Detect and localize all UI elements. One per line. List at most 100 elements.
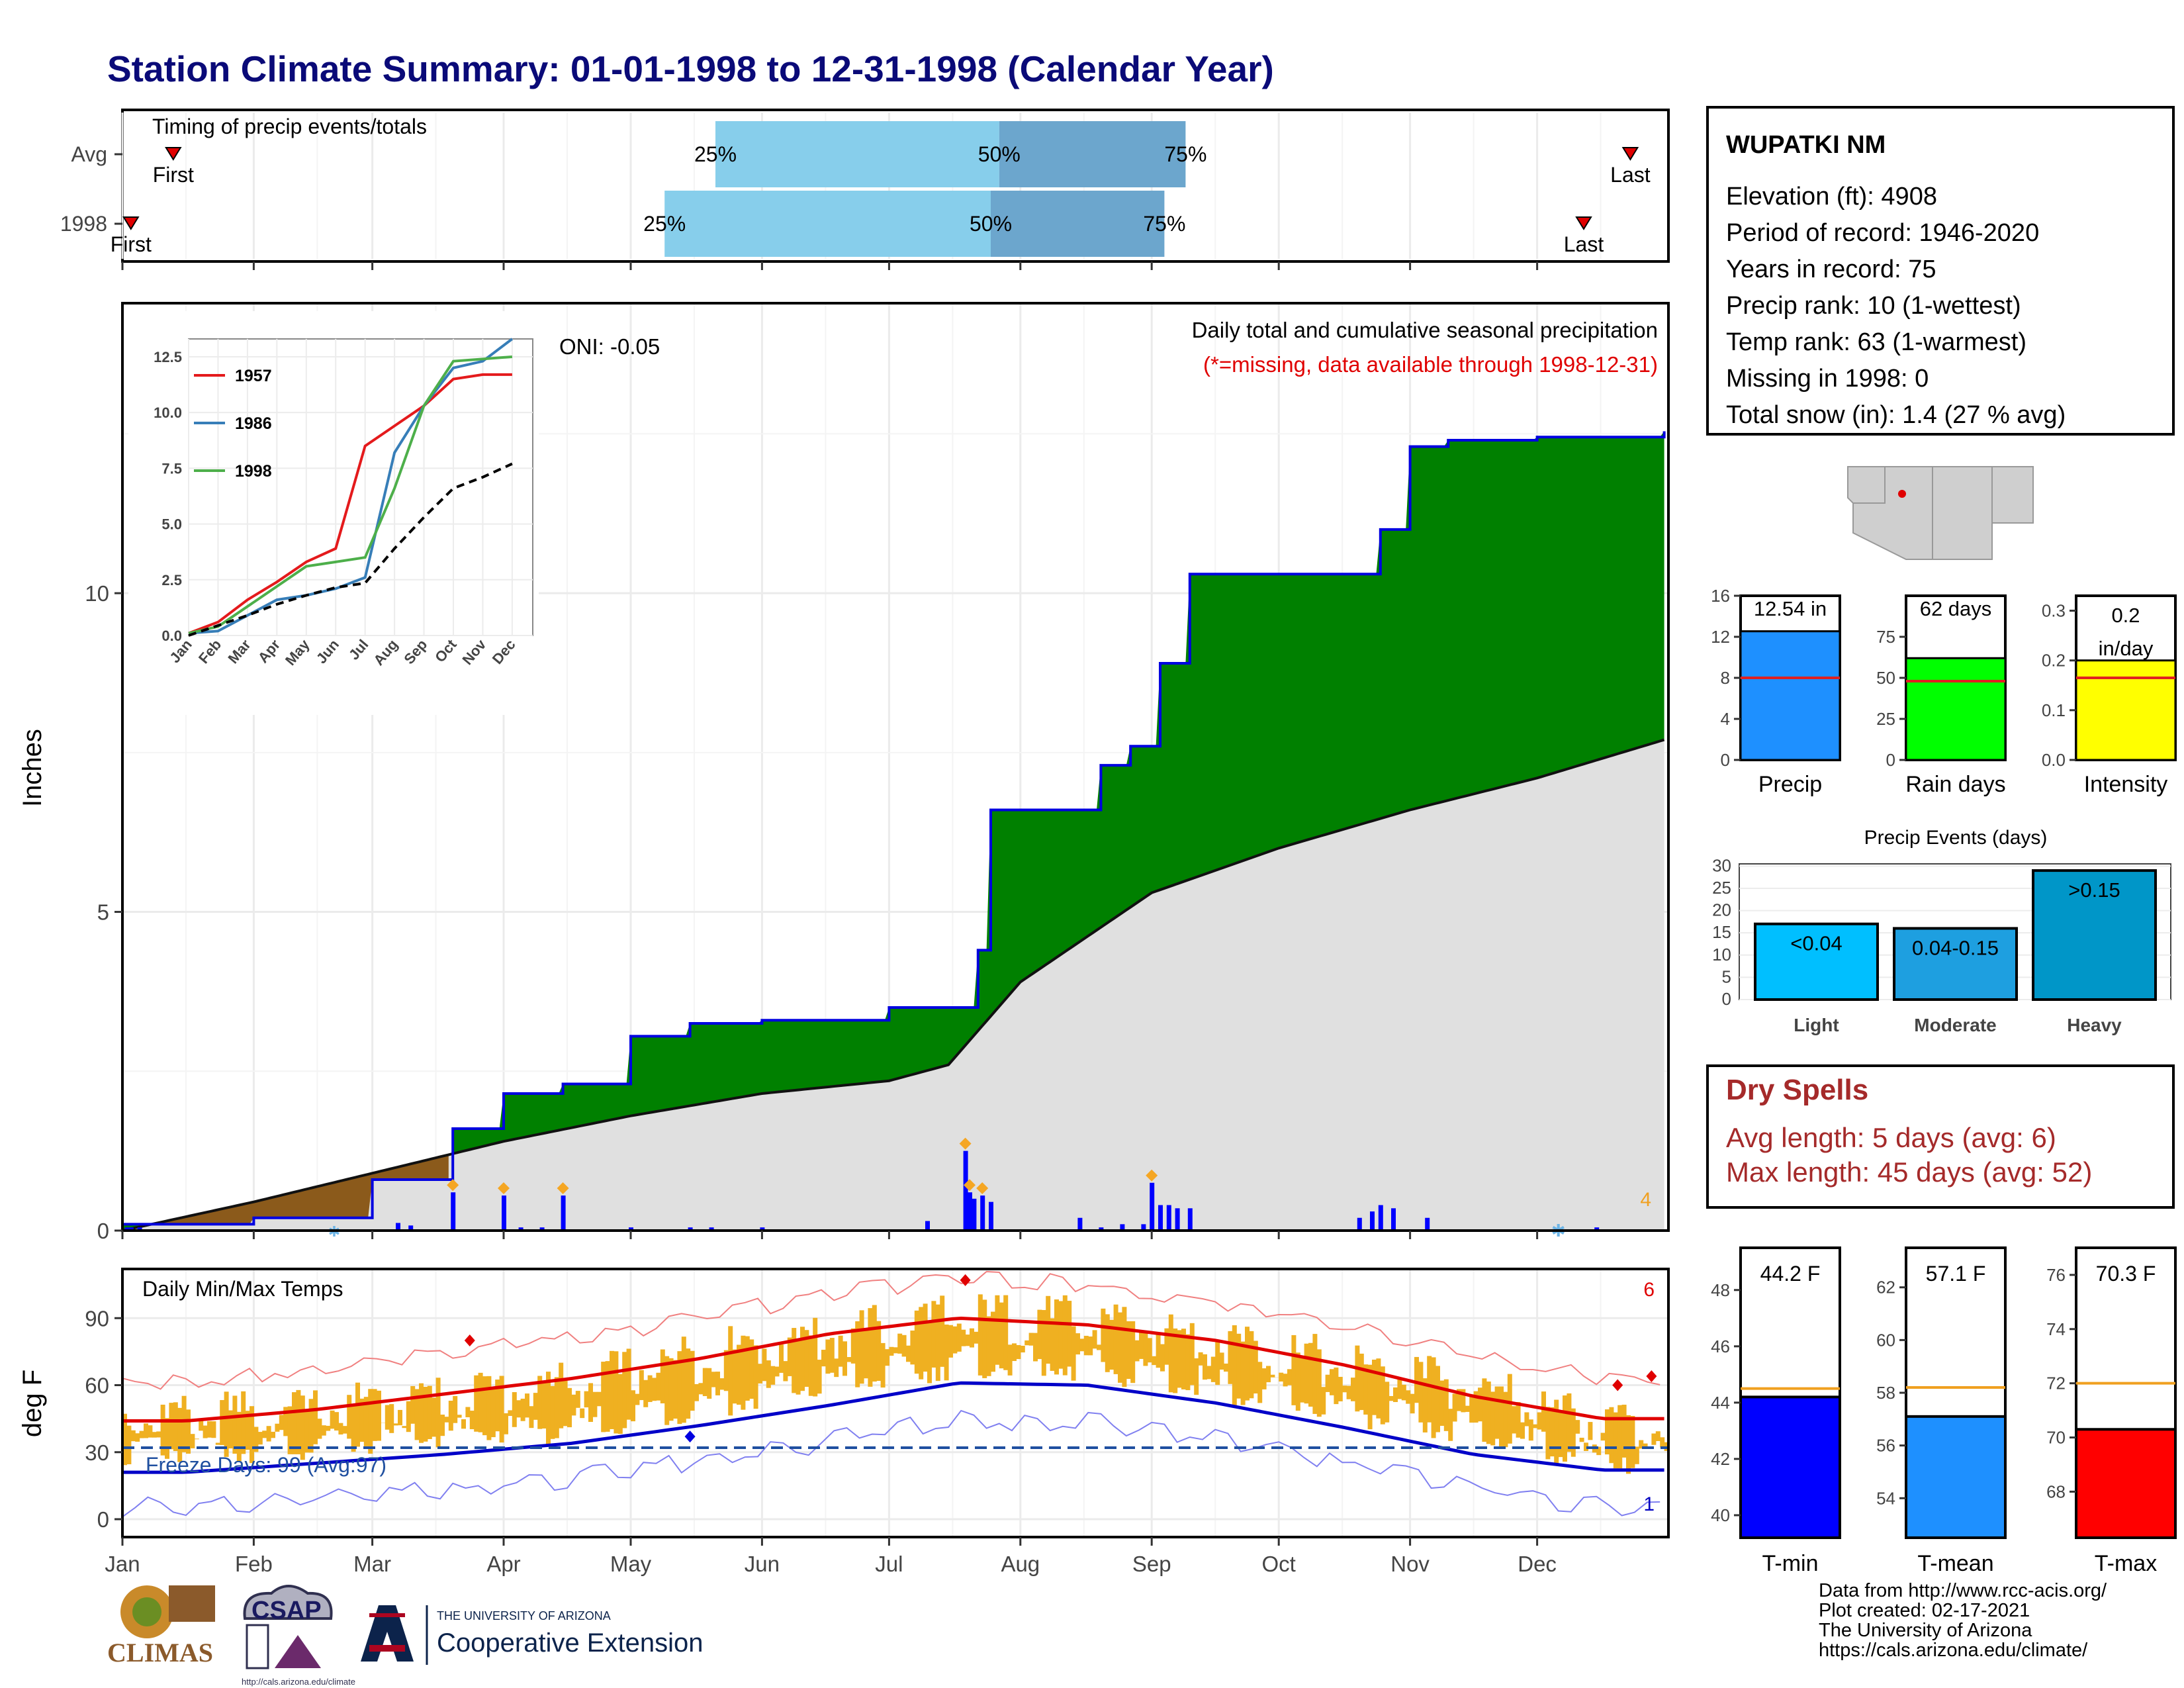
daily-temp-bar	[1545, 1407, 1551, 1460]
events-bar-value: >0.15	[2068, 878, 2120, 902]
daily-temp-bar	[351, 1405, 356, 1452]
events-bar-value: <0.04	[1790, 932, 1842, 955]
daily-temp-bar	[876, 1321, 882, 1382]
inset-ytick: 0.0	[161, 628, 182, 644]
daily-temp-bar	[986, 1316, 991, 1376]
station-snow: Total snow (in): 1.4 (27 % avg)	[1726, 401, 2066, 429]
daily-temp-bar	[457, 1415, 462, 1418]
temp-bar-value	[1739, 1395, 1841, 1540]
mini-bar-ytick: 8	[1721, 668, 1730, 688]
daily-temp-bar	[169, 1403, 174, 1450]
daily-temp-bar	[1126, 1321, 1131, 1380]
daily-temp-bar	[631, 1390, 635, 1422]
temp-bar-ytick: 42	[1711, 1449, 1730, 1469]
month-tick-label: Jan	[105, 1552, 140, 1576]
below-avg-area	[152, 1154, 449, 1225]
daily-temp-bar	[1109, 1319, 1115, 1370]
daily-temp-bar	[435, 1378, 441, 1448]
daily-temp-bar	[313, 1390, 318, 1444]
daily-temp-bar	[427, 1385, 432, 1439]
daily-precip-bar	[396, 1223, 400, 1231]
events-bar-value: 0.04-0.15	[1912, 936, 1999, 959]
avg-min-line	[122, 1381, 1664, 1474]
station-info-box	[1706, 106, 2175, 436]
daily-temp-bar	[177, 1407, 183, 1462]
daily-temp-bar	[749, 1339, 754, 1399]
daily-temp-bar	[1330, 1369, 1334, 1395]
daily-temp-bar	[414, 1389, 420, 1440]
events-ytick: 15	[1712, 922, 1731, 942]
daily-temp-bar	[1164, 1328, 1169, 1365]
daily-temp-bar	[432, 1397, 437, 1437]
daily-temp-bar	[1367, 1364, 1373, 1430]
daily-temp-bar	[1422, 1378, 1428, 1432]
timing-pct-label: 75%	[1143, 212, 1185, 236]
station-years: Years in record: 75	[1726, 256, 1936, 283]
csap-url: http://cals.arizona.edu/climate	[242, 1677, 355, 1687]
daily-temp-bar	[122, 1413, 127, 1466]
daily-temp-bar	[978, 1294, 983, 1376]
daily-temp-bar	[686, 1348, 691, 1419]
daily-temp-bar	[1219, 1352, 1224, 1370]
daily-temp-bar	[766, 1360, 771, 1388]
temp-bar-ytick: 62	[1876, 1278, 1895, 1297]
daily-temp-bar	[1075, 1333, 1080, 1355]
daily-temp-bar	[1012, 1343, 1017, 1362]
daily-temp-bar	[825, 1339, 831, 1374]
precip-subtitle: (*=missing, data available through 1998-…	[1203, 352, 1658, 377]
daily-temp-bar	[1067, 1301, 1072, 1367]
timing-pct-label: 75%	[1164, 142, 1206, 166]
daily-temp-bar	[279, 1415, 284, 1430]
daily-temp-bar	[1570, 1408, 1576, 1457]
daily-temp-bar	[1609, 1407, 1614, 1464]
daily-temp-bar	[948, 1325, 953, 1358]
daily-temp-bar	[842, 1341, 847, 1376]
heavy-event-marker	[498, 1182, 510, 1195]
daily-temp-bar	[846, 1357, 852, 1362]
daily-temp-bar	[1457, 1389, 1461, 1411]
daily-precip-bar	[1357, 1217, 1362, 1231]
daily-temp-bar	[821, 1350, 826, 1367]
daily-temp-bar	[931, 1301, 936, 1368]
daily-temp-bar	[372, 1389, 377, 1441]
climas-logo-text: CLIMAS	[107, 1638, 213, 1667]
daily-temp-bar	[1198, 1352, 1203, 1366]
first-event-label: First	[153, 163, 194, 187]
daily-temp-bar	[737, 1344, 741, 1405]
month-tick-label: Jul	[875, 1552, 903, 1576]
daily-precip-bar	[1175, 1208, 1180, 1231]
daily-temp-bar	[1071, 1326, 1076, 1381]
daily-temp-bar	[512, 1392, 517, 1427]
daily-temp-bar	[144, 1423, 148, 1438]
daily-temp-bar	[783, 1361, 788, 1382]
first-event-label: First	[111, 232, 152, 256]
daily-temp-bar	[1528, 1419, 1533, 1441]
daily-temp-bar	[1206, 1366, 1212, 1380]
heavy-event-marker	[959, 1137, 972, 1150]
daily-temp-bar	[1596, 1446, 1602, 1456]
daily-temp-bar	[529, 1406, 534, 1429]
last-event-label: Last	[1610, 163, 1651, 187]
daily-temp-bar	[1414, 1356, 1419, 1403]
month-tick-label: Oct	[1262, 1552, 1296, 1576]
daily-precip-bar	[968, 1192, 972, 1231]
daily-precip-bar	[1166, 1205, 1171, 1231]
daily-temp-bar	[250, 1406, 254, 1464]
daily-temp-bar	[719, 1378, 725, 1390]
daily-temp-bar	[668, 1358, 674, 1421]
daily-temp-bar	[1549, 1407, 1555, 1457]
daily-temp-bar	[537, 1376, 543, 1429]
daily-temp-bar	[406, 1401, 411, 1432]
mini-bar-value-label: in/day	[2099, 637, 2154, 660]
daily-temp-bar	[160, 1404, 165, 1456]
daily-temp-bar	[1355, 1345, 1360, 1412]
mini-bar-label: Intensity	[2084, 772, 2168, 797]
daily-temp-bar	[745, 1336, 750, 1401]
daily-precip-bar	[688, 1227, 693, 1231]
avg-max-line	[122, 1316, 1664, 1423]
daily-temp-bar	[1024, 1340, 1030, 1346]
daily-precip-bar	[629, 1227, 633, 1231]
daily-temp-bar	[1482, 1378, 1487, 1442]
daily-temp-bar	[698, 1383, 704, 1395]
daily-temp-bar	[130, 1430, 136, 1442]
